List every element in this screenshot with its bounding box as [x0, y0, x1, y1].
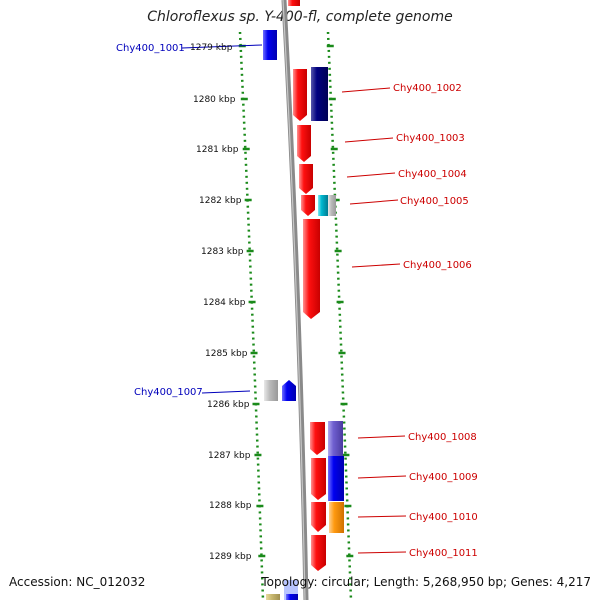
gene-chy400-1001 — [263, 30, 277, 60]
gene-cyan-1005 — [318, 195, 328, 216]
gene-label-chy400-1011[interactable]: Chy400_1011 — [409, 548, 478, 559]
kbp-label: 1286 kbp — [207, 400, 250, 410]
kbp-label: 1285 kbp — [205, 349, 248, 359]
gene-khaki-bottom — [266, 594, 280, 600]
gene-chy400-1004 — [299, 164, 313, 194]
gene-chy400-1011 — [311, 535, 326, 571]
gene-label-chy400-1004[interactable]: Chy400_1004 — [398, 169, 467, 180]
kbp-label: 1284 kbp — [203, 298, 246, 308]
kbp-label: 1288 kbp — [209, 501, 252, 511]
genome-backbone — [281, 0, 309, 600]
leader-1006 — [351, 263, 401, 268]
gene-blue-1009 — [328, 456, 344, 501]
leader-1009 — [357, 475, 407, 479]
leader-1004 — [346, 172, 396, 178]
gene-label-chy400-1009[interactable]: Chy400_1009 — [409, 472, 478, 483]
kbp-label: 1282 kbp — [199, 196, 242, 206]
kbp-label: 1289 kbp — [209, 552, 252, 562]
gene-chy400-1005 — [301, 195, 315, 216]
genome-title: Chloroflexus sp. Y-400-fl, complete geno… — [147, 9, 453, 25]
leader-1003 — [344, 137, 394, 143]
kbp-label: 1281 kbp — [196, 145, 239, 155]
left-ruler — [238, 31, 265, 600]
kbp-label: 1280 kbp — [193, 95, 236, 105]
gene-grey-1007 — [264, 380, 278, 401]
gene-chy400-1007 — [282, 380, 296, 401]
gene-grey-1005 — [328, 195, 336, 216]
gene-label-chy400-1005[interactable]: Chy400_1005 — [400, 196, 469, 207]
gene-label-chy400-1003[interactable]: Chy400_1003 — [396, 133, 465, 144]
gene-label-chy400-1007[interactable]: Chy400_1007 — [134, 387, 203, 398]
gene-blue-bottom — [286, 594, 298, 600]
gene-chy400-1003 — [297, 125, 311, 162]
leader-1011 — [357, 551, 407, 554]
gene-chy400-1010 — [311, 502, 326, 532]
leader-1005 — [349, 199, 399, 205]
gene-chy400-1008 — [310, 422, 325, 455]
gene-stub-top — [288, 0, 300, 6]
kbp-label: 1287 kbp — [208, 451, 251, 461]
leader-1001 — [181, 44, 263, 49]
gene-chy400-1006 — [303, 219, 320, 319]
gene-label-chy400-1010[interactable]: Chy400_1010 — [409, 512, 478, 523]
gene-label-chy400-1008[interactable]: Chy400_1008 — [408, 432, 477, 443]
leader-1002 — [341, 87, 391, 93]
gene-label-chy400-1001[interactable]: Chy400_1001 — [116, 43, 185, 54]
leader-1010 — [357, 515, 407, 518]
topology-text: Topology: circular; Length: 5,268,950 bp… — [261, 575, 591, 589]
gene-chy400-1009 — [311, 458, 326, 500]
kbp-label: 1283 kbp — [201, 247, 244, 257]
accession-text: Accession: NC_012032 — [9, 575, 146, 589]
kbp-label: 1279 kbp — [190, 43, 233, 53]
gene-orange-1010 — [329, 502, 344, 533]
scale-ticks — [238, 44, 354, 558]
backbone-highlight — [282, 0, 306, 600]
gene-purple-1008 — [328, 421, 343, 456]
gene-label-chy400-1002[interactable]: Chy400_1002 — [393, 83, 462, 94]
gene-navy-1002 — [311, 67, 328, 121]
leader-1008 — [357, 435, 406, 439]
leader-1007 — [201, 390, 251, 394]
gene-chy400-1002 — [293, 69, 307, 121]
gene-label-chy400-1006[interactable]: Chy400_1006 — [403, 260, 472, 271]
